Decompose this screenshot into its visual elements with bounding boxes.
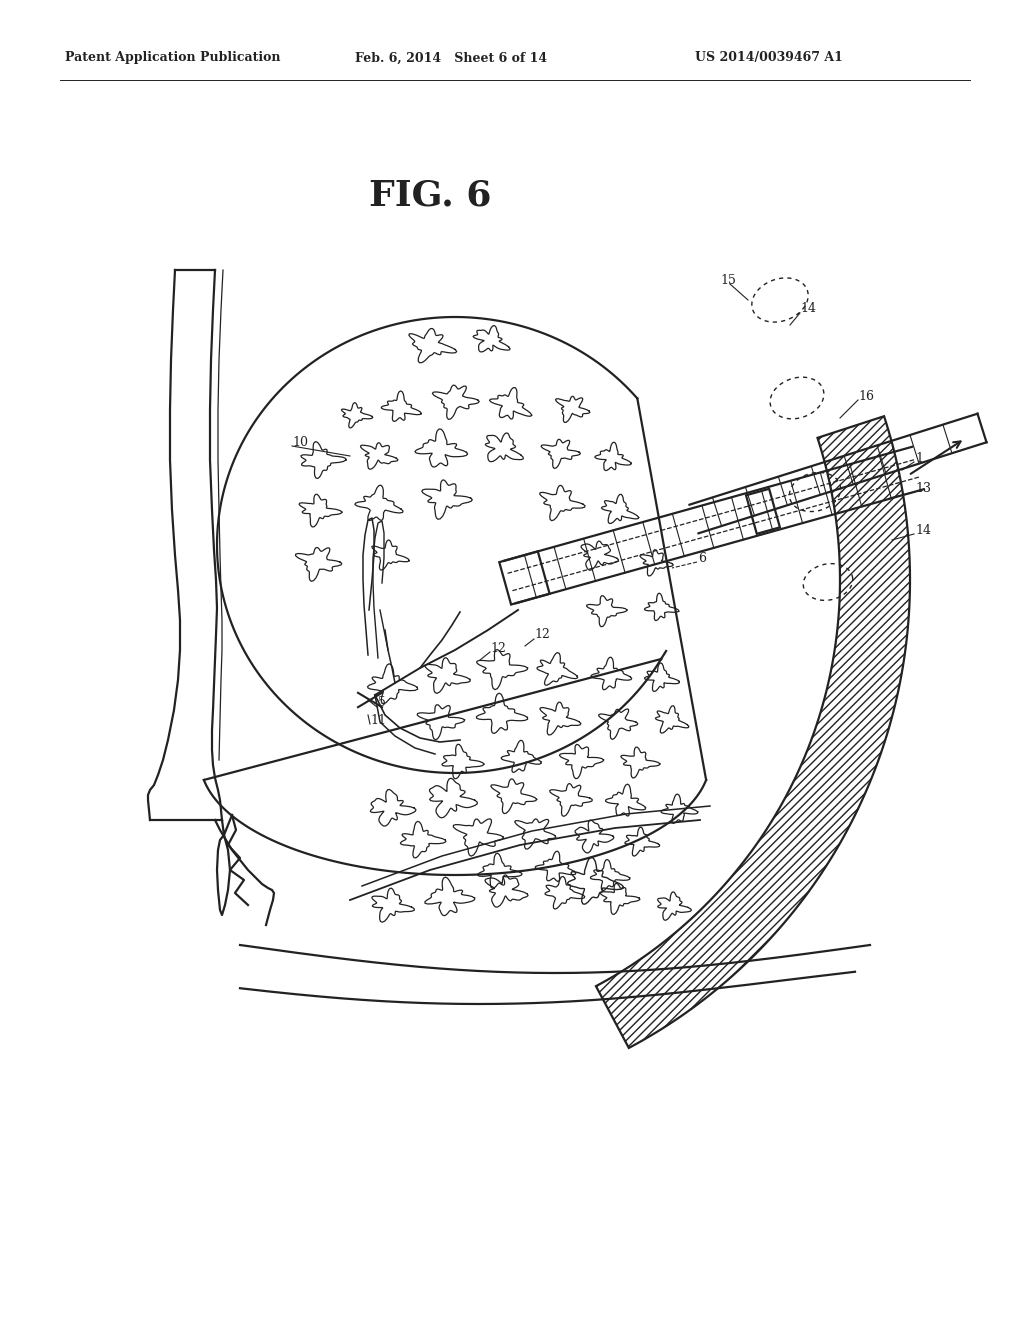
Text: 13: 13	[915, 482, 931, 495]
Text: 15: 15	[720, 273, 736, 286]
Text: 6: 6	[698, 552, 706, 565]
Text: 1: 1	[915, 451, 923, 465]
Text: 10: 10	[292, 437, 308, 450]
Text: Feb. 6, 2014   Sheet 6 of 14: Feb. 6, 2014 Sheet 6 of 14	[355, 51, 547, 65]
Text: 12: 12	[490, 642, 506, 655]
Text: Patent Application Publication: Patent Application Publication	[65, 51, 281, 65]
Text: 16: 16	[858, 389, 874, 403]
Text: 5: 5	[378, 697, 386, 710]
Text: 14: 14	[915, 524, 931, 536]
Text: 11: 11	[370, 714, 386, 726]
Text: 12: 12	[534, 628, 550, 642]
Text: 14: 14	[800, 301, 816, 314]
Text: US 2014/0039467 A1: US 2014/0039467 A1	[695, 51, 843, 65]
Text: FIG. 6: FIG. 6	[369, 178, 492, 213]
Polygon shape	[596, 416, 910, 1048]
